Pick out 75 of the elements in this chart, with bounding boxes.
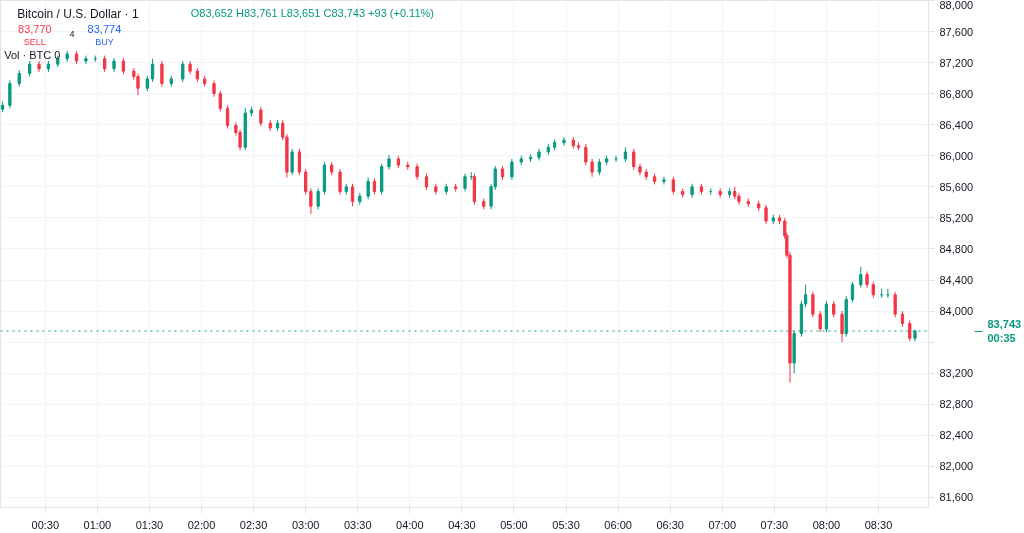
y-tick-label: 85,600 (939, 180, 974, 193)
x-tick-label: 00:30 (31, 518, 60, 531)
candlestick (37, 60, 41, 73)
candlestick (290, 148, 294, 176)
candlestick (218, 90, 222, 113)
annotation: 83,774 (87, 22, 122, 35)
y-tick-label: 85,200 (939, 211, 974, 224)
x-tick-label: 07:00 (708, 518, 737, 531)
candlestick (225, 104, 230, 130)
y-tick-label: 87,600 (939, 25, 974, 38)
candlestick (136, 72, 140, 96)
y-tick-label: 86,800 (939, 87, 974, 100)
y-tick-label: 84,400 (939, 274, 974, 287)
candlestick (366, 177, 370, 200)
text: Bitcoin / U.S. Dollar · 1 (17, 6, 139, 21)
x-tick-label: 03:30 (343, 518, 372, 531)
candlestick (764, 204, 768, 225)
candlestick (859, 266, 863, 289)
candlestick (850, 281, 855, 304)
candlestick (562, 136, 566, 147)
y-tick-label: 82,000 (939, 460, 974, 473)
y-tick-label: 84,800 (939, 242, 974, 255)
candlestick (811, 291, 815, 318)
candlestick (304, 168, 308, 196)
x-tick-label: 01:00 (83, 518, 112, 531)
candlestick (434, 183, 438, 196)
x-tick-label: 02:30 (239, 518, 268, 531)
y-tick-label: 86,000 (939, 149, 974, 162)
annotation: SELL (23, 37, 46, 47)
y-tick-label: 86,400 (939, 118, 974, 131)
y-tick-label: 83,200 (939, 367, 974, 380)
candlestick (316, 187, 320, 210)
candlestick (160, 60, 164, 88)
x-tick-label: 07:30 (760, 518, 789, 531)
text: 00:35 (987, 332, 1016, 345)
x-tick-label: 08:30 (864, 518, 893, 531)
y-tick-label: 81,600 (939, 491, 974, 504)
candlestick (908, 319, 912, 342)
candlestick (338, 168, 342, 196)
candlestick (297, 148, 302, 176)
x-tick-label: 04:30 (448, 518, 476, 531)
x-tick-label: 02:00 (187, 518, 216, 531)
candlestick (662, 176, 666, 186)
candlestick (818, 310, 822, 333)
candlestick (181, 60, 185, 83)
x-tick-label: 04:00 (396, 518, 424, 531)
x-tick-label: 05:30 (552, 518, 580, 531)
candlestick (584, 143, 588, 166)
annotation: 83,770 (18, 22, 52, 35)
y-tick-label: 88,000 (939, 0, 974, 11)
candlestick (259, 106, 263, 127)
y-tick-label: 87,200 (939, 56, 974, 69)
x-tick-label: 03:00 (291, 518, 320, 531)
candlestick (510, 158, 514, 181)
candlestick (893, 291, 897, 318)
annotation: O83,652 H83,761 L83,651 C83,743 +93 (+0.11%) (190, 6, 434, 19)
x-tick-label: 01:30 (135, 518, 164, 531)
x-tick-label: 08:00 (812, 518, 841, 531)
candlestick (150, 58, 155, 83)
x-tick-label: 06:30 (656, 518, 684, 531)
y-tick-label: 82,800 (939, 398, 974, 411)
candlestick (309, 187, 313, 215)
annotation: 4 (69, 28, 75, 39)
y-tick-label: 84,000 (939, 305, 974, 318)
y-tick-label: 82,400 (939, 429, 974, 442)
candlestick (8, 79, 12, 109)
x-tick-label: 05:00 (500, 518, 528, 531)
candlestick (632, 148, 636, 171)
candlestick (840, 310, 844, 343)
annotation: BUY (95, 37, 114, 47)
candlestick (737, 192, 741, 206)
annotation: Vol · BTC 0 (4, 48, 61, 61)
x-tick-label: 06:00 (604, 518, 632, 531)
candlestick (350, 183, 355, 207)
ref-line-label: 83,743 (987, 317, 1022, 330)
